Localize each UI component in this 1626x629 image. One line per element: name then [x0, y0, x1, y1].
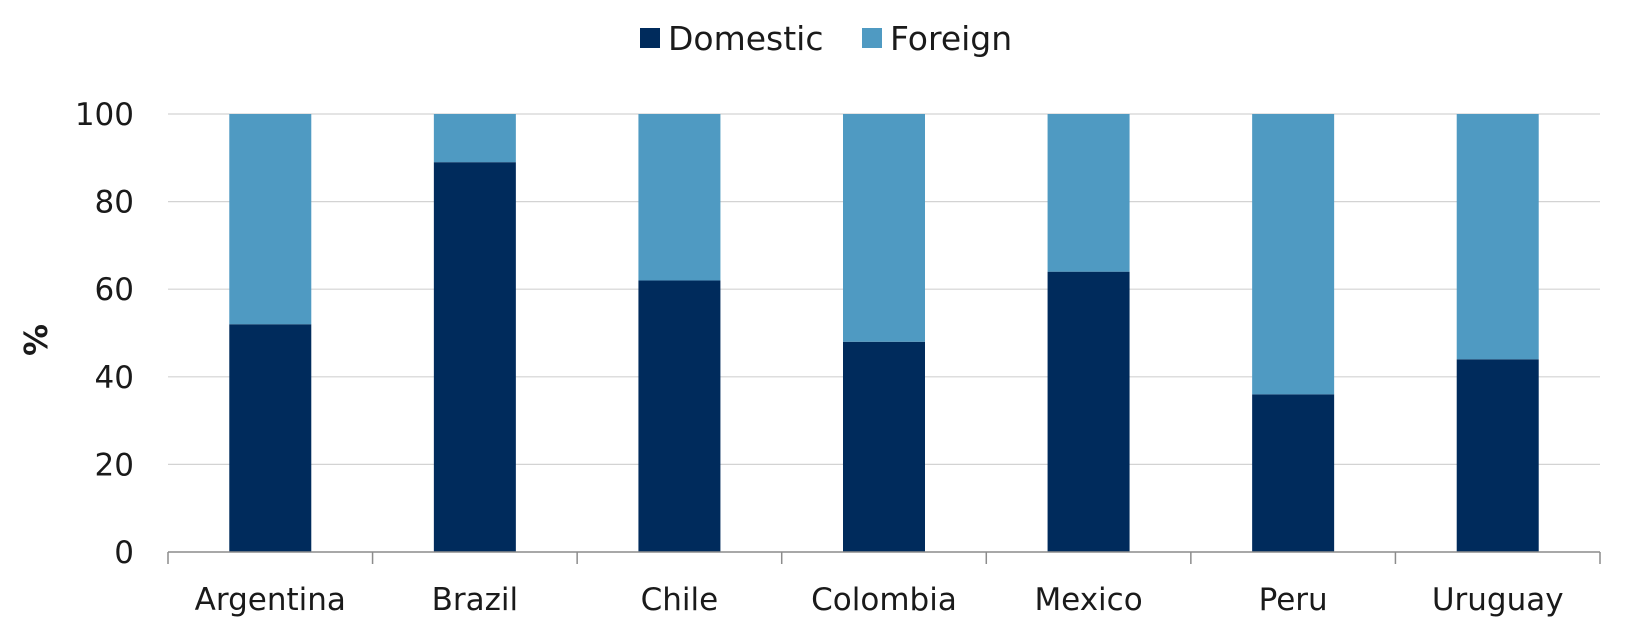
legend-label-foreign: Foreign — [890, 19, 1012, 58]
bar-foreign-peru — [1252, 114, 1335, 395]
y-tick-label: 0 — [114, 535, 134, 571]
bar-domestic-mexico — [1047, 271, 1130, 552]
legend-swatch-domestic — [640, 28, 660, 48]
bar-domestic-peru — [1252, 394, 1335, 552]
bar-foreign-brazil — [433, 114, 516, 163]
y-tick-label: 40 — [95, 360, 134, 396]
bar-foreign-colombia — [843, 114, 925, 342]
bars — [229, 114, 1539, 552]
bar-domestic-colombia — [843, 341, 925, 552]
x-tick-label: Argentina — [195, 582, 346, 618]
x-axis: Argentina Brazil Chile Colombia Mexico Peru Ur… — [167, 551, 1601, 618]
bar-foreign-argentina — [229, 114, 312, 325]
bar-foreign-uruguay — [1456, 114, 1539, 360]
y-tick-label: 60 — [95, 272, 134, 308]
y-tick-label: 20 — [95, 447, 134, 483]
bar-domestic-brazil — [433, 162, 516, 552]
x-tick-label: Peru — [1259, 582, 1328, 618]
bar-foreign-chile — [638, 114, 721, 281]
bar-domestic-argentina — [229, 324, 312, 552]
x-tick-label: Colombia — [811, 582, 957, 618]
bar-domestic-chile — [638, 280, 721, 552]
x-tick-label: Chile — [641, 582, 719, 618]
legend-label-domestic: Domestic — [668, 19, 824, 58]
y-tick-label: 100 — [75, 97, 134, 133]
chart-legend: Domestic Foreign — [640, 19, 1012, 58]
bar-domestic-uruguay — [1456, 359, 1539, 552]
bar-foreign-mexico — [1047, 114, 1130, 272]
legend-swatch-foreign — [862, 28, 882, 48]
y-axis-ticks: 0 20 40 60 80 100 — [75, 97, 134, 571]
x-tick-label: Brazil — [432, 582, 519, 618]
x-tick-label: Mexico — [1034, 582, 1142, 618]
y-axis-title: % — [17, 324, 55, 356]
x-tick-label: Uruguay — [1432, 582, 1564, 618]
y-tick-label: 80 — [95, 185, 134, 221]
